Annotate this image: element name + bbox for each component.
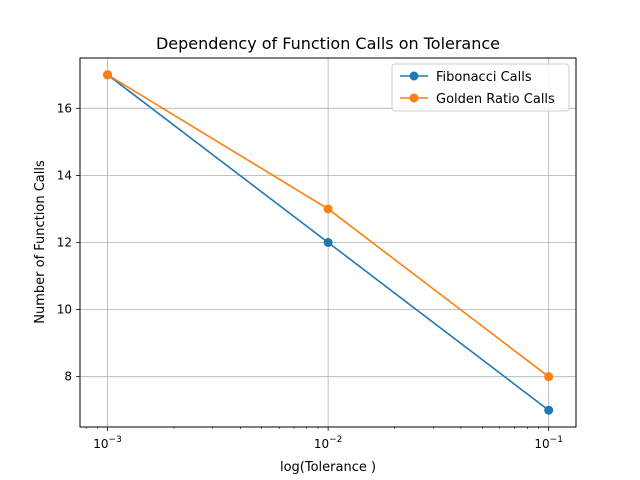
y-tick-label: 16 [57,101,72,115]
x-axis-label: log(Tolerance ) [280,460,376,475]
fibonacci-calls-legend-marker [409,71,419,81]
golden-ratio-calls-point [323,204,333,214]
y-tick-label: 10 [57,303,72,317]
x-tick-label: 10−3 [93,435,122,451]
y-tick-label: 8 [64,370,72,384]
y-tick-label: 14 [57,168,72,182]
fibonacci-calls-point [544,405,554,415]
golden-ratio-calls-legend-marker [409,93,419,103]
golden-ratio-calls-point [103,70,113,80]
data-series [103,70,554,415]
legend-box [391,63,570,112]
y-tick-label: 12 [57,236,72,250]
x-tick-label: 10−1 [534,435,563,451]
chart-title: Dependency of Function Calls on Toleranc… [156,34,500,53]
fibonacci-calls-legend-label: Fibonacci Calls [436,70,532,85]
golden-ratio-calls-legend-label: Golden Ratio Calls [436,92,555,107]
axis-ticks: 10−3 10−2 10−1 8 10 12 14 16 [57,101,563,451]
y-axis-label: Number of Function Calls [33,160,48,324]
golden-ratio-calls-point [544,372,554,382]
x-tick-label: 10−2 [314,435,343,451]
fibonacci-calls-point [323,238,333,247]
plot-frame [79,57,577,428]
legend: Fibonacci Calls Golden Ratio Calls [391,63,570,112]
